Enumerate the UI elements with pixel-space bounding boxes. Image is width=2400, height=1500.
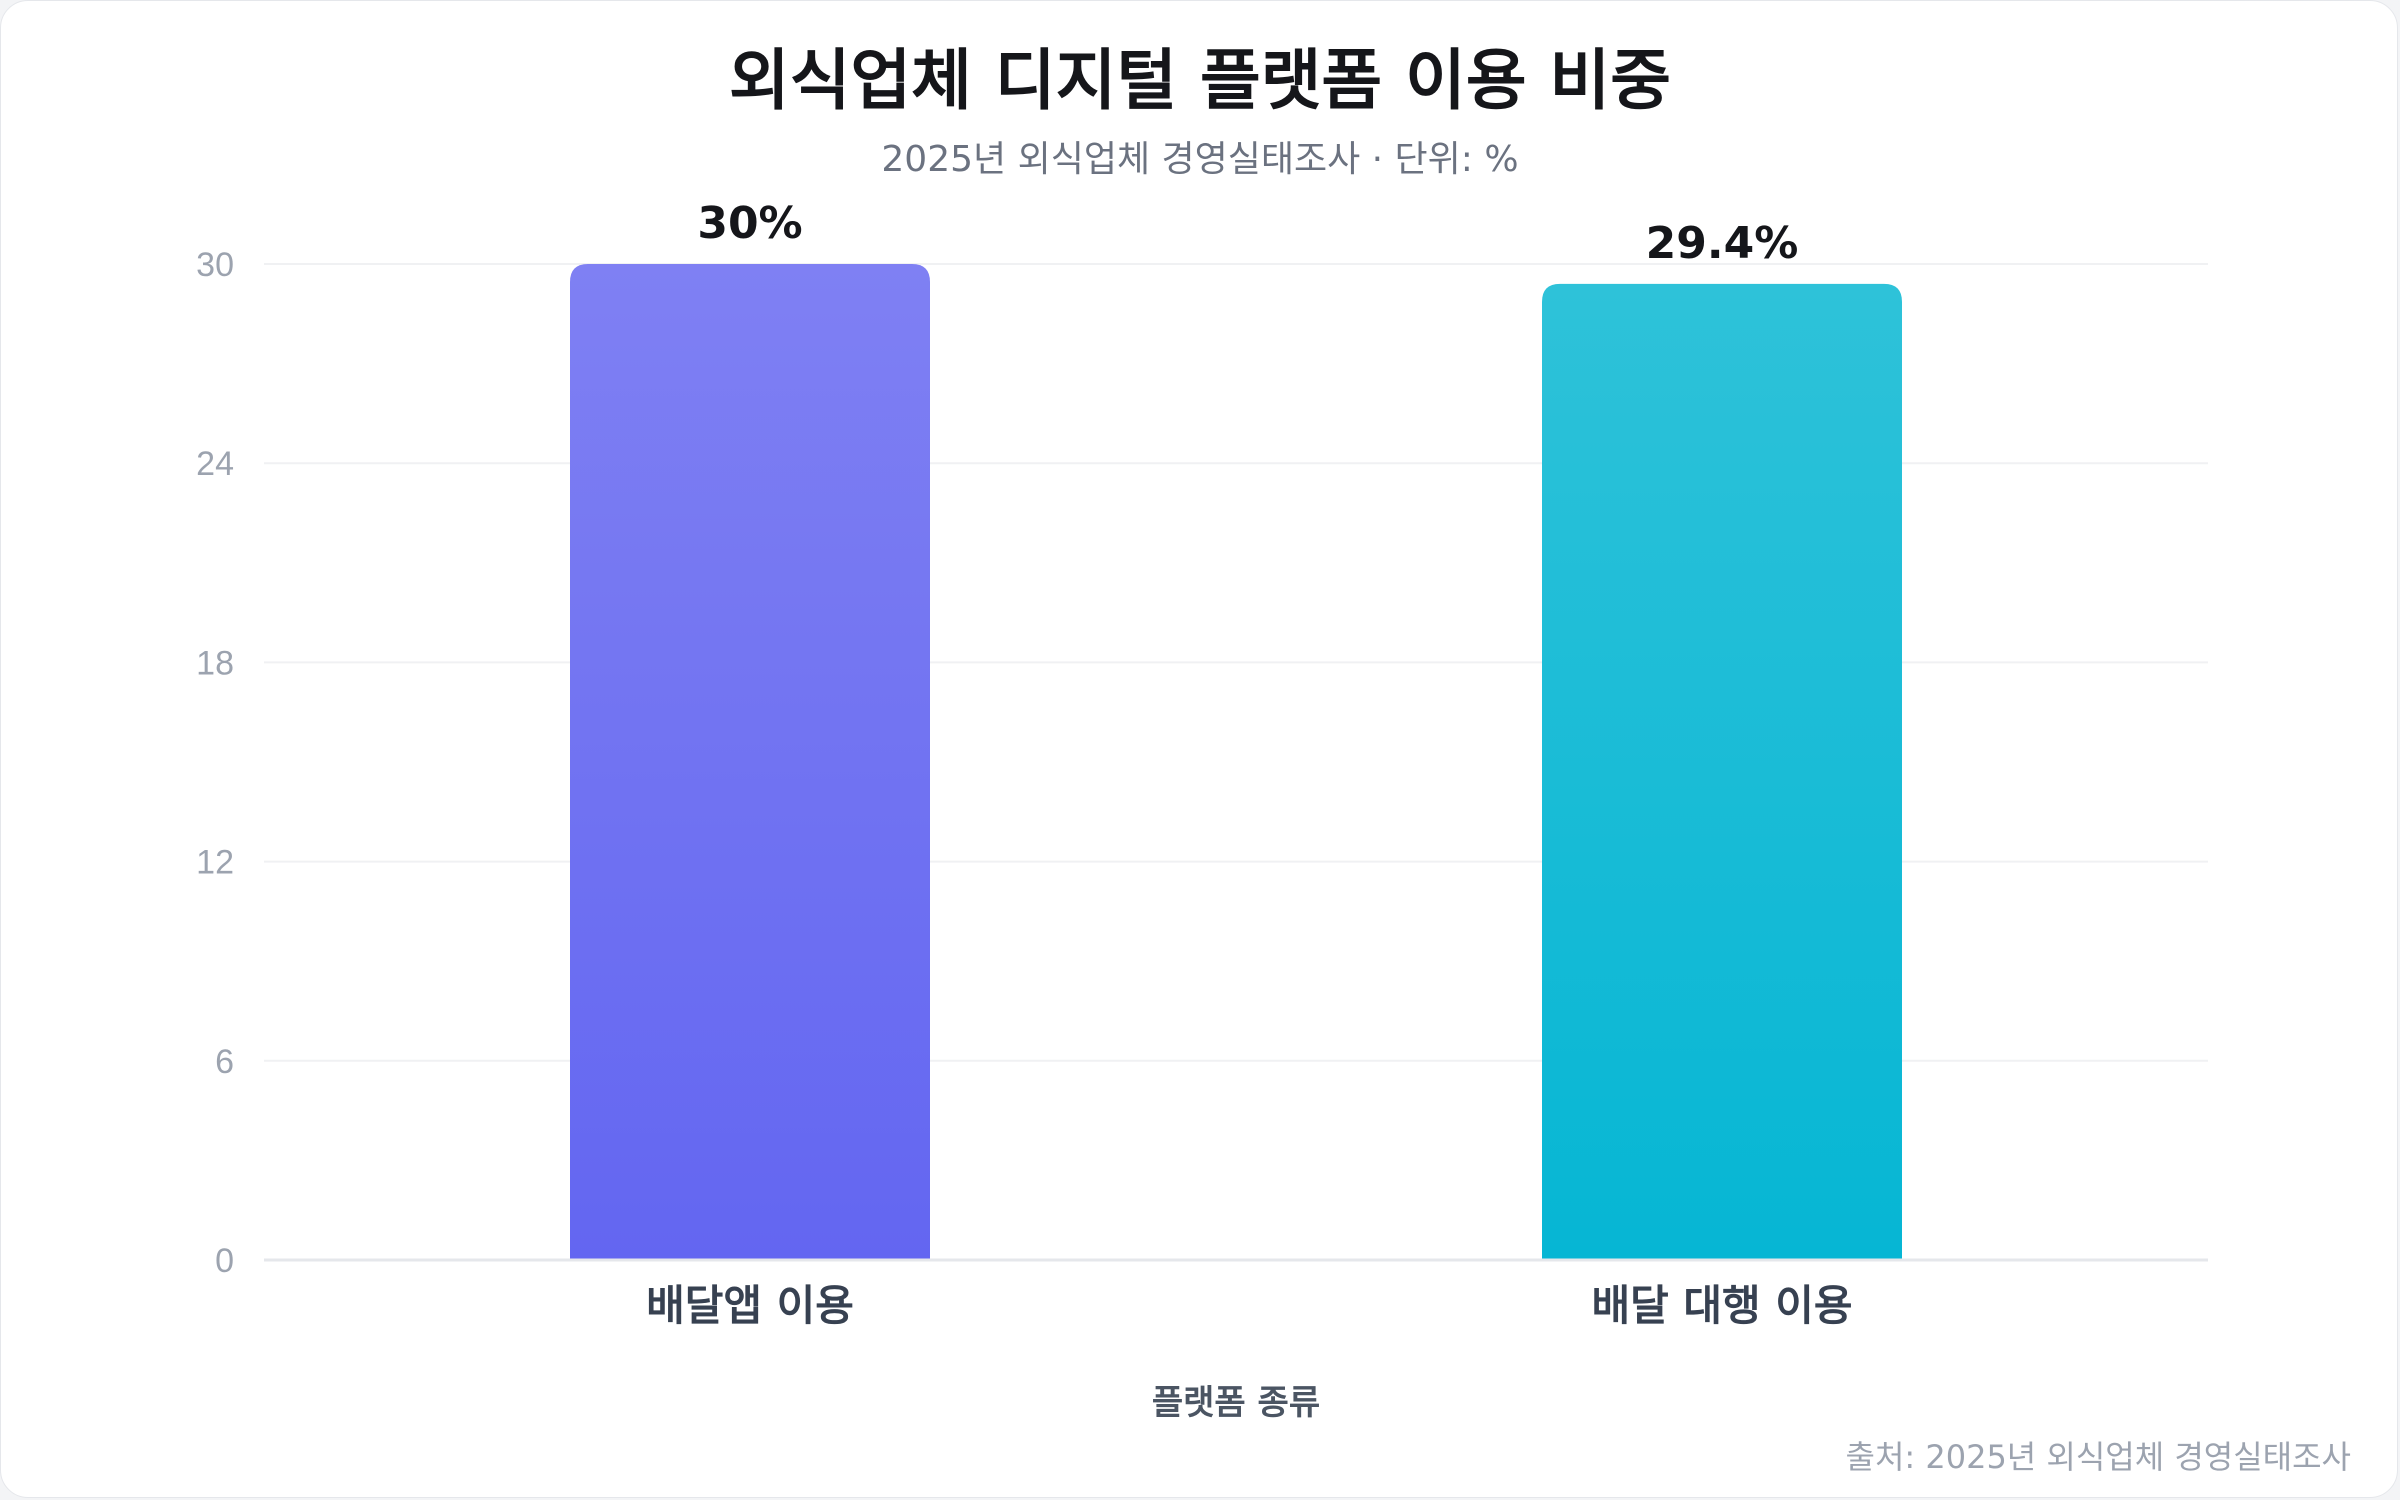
y-tick-label: 18 — [196, 644, 234, 682]
x-tick-label: 배달앱 이용 — [646, 1281, 854, 1330]
y-tick-label: 0 — [215, 1242, 234, 1280]
y-tick-label: 12 — [196, 844, 234, 882]
chart-subtitle: 2025년 외식업체 경영실태조사 · 단위: % — [881, 139, 1518, 180]
gridlines — [264, 263, 2208, 1062]
bar-value-label: 29.4% — [1646, 218, 1799, 269]
bar-value-label: 30% — [697, 198, 802, 249]
bar — [570, 264, 930, 1260]
chart-title: 외식업체 디지털 플랫폼 이용 비중 — [729, 42, 1671, 119]
labels: 30% 배달앱 이용 29.4% 배달 대행 이용 — [646, 198, 1852, 1330]
source-note: 출처: 2025년 외식업체 경영실태조사 — [1846, 1438, 2351, 1476]
bars — [570, 264, 1902, 1260]
y-axis-ticks: 0 6 12 18 24 30 — [196, 246, 234, 1280]
bar — [1542, 283, 1902, 1260]
y-tick-label: 6 — [215, 1043, 234, 1081]
y-tick-label: 24 — [196, 445, 234, 483]
y-tick-label: 30 — [196, 246, 234, 284]
x-axis-label: 플랫폼 종류 — [1152, 1383, 1320, 1423]
x-tick-label: 배달 대행 이용 — [1591, 1281, 1852, 1330]
